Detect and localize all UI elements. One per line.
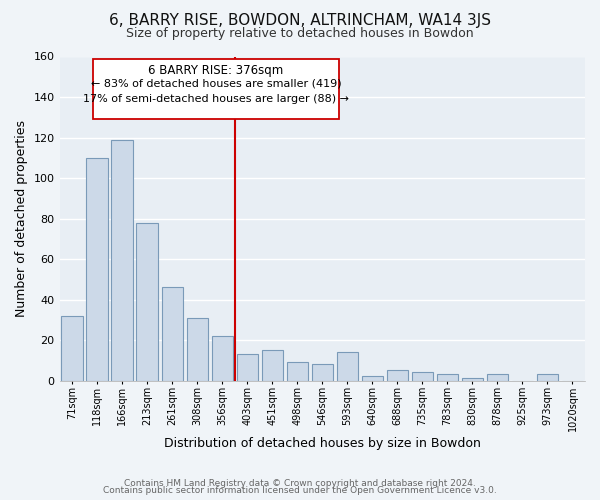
Bar [311,364,333,380]
Bar [161,288,183,380]
Text: 17% of semi-detached houses are larger (88) →: 17% of semi-detached houses are larger (… [83,94,349,104]
Text: 6, BARRY RISE, BOWDON, ALTRINCHAM, WA14 3JS: 6, BARRY RISE, BOWDON, ALTRINCHAM, WA14 … [109,12,491,28]
Bar [61,316,83,380]
X-axis label: Distribution of detached houses by size in Bowdon: Distribution of detached houses by size … [164,437,481,450]
Bar [236,354,258,380]
Bar [462,378,483,380]
Bar [537,374,558,380]
FancyBboxPatch shape [94,58,338,120]
Bar [187,318,208,380]
Y-axis label: Number of detached properties: Number of detached properties [15,120,28,317]
Text: Size of property relative to detached houses in Bowdon: Size of property relative to detached ho… [126,28,474,40]
Bar [337,352,358,380]
Bar [287,362,308,380]
Bar [212,336,233,380]
Bar [136,222,158,380]
Bar [112,140,133,380]
Bar [387,370,408,380]
Text: 6 BARRY RISE: 376sqm: 6 BARRY RISE: 376sqm [148,64,284,76]
Bar [362,376,383,380]
Bar [412,372,433,380]
Bar [487,374,508,380]
Bar [86,158,108,380]
Bar [437,374,458,380]
Bar [262,350,283,380]
Text: Contains HM Land Registry data © Crown copyright and database right 2024.: Contains HM Land Registry data © Crown c… [124,478,476,488]
Text: Contains public sector information licensed under the Open Government Licence v3: Contains public sector information licen… [103,486,497,495]
Text: ← 83% of detached houses are smaller (419): ← 83% of detached houses are smaller (41… [91,79,341,89]
